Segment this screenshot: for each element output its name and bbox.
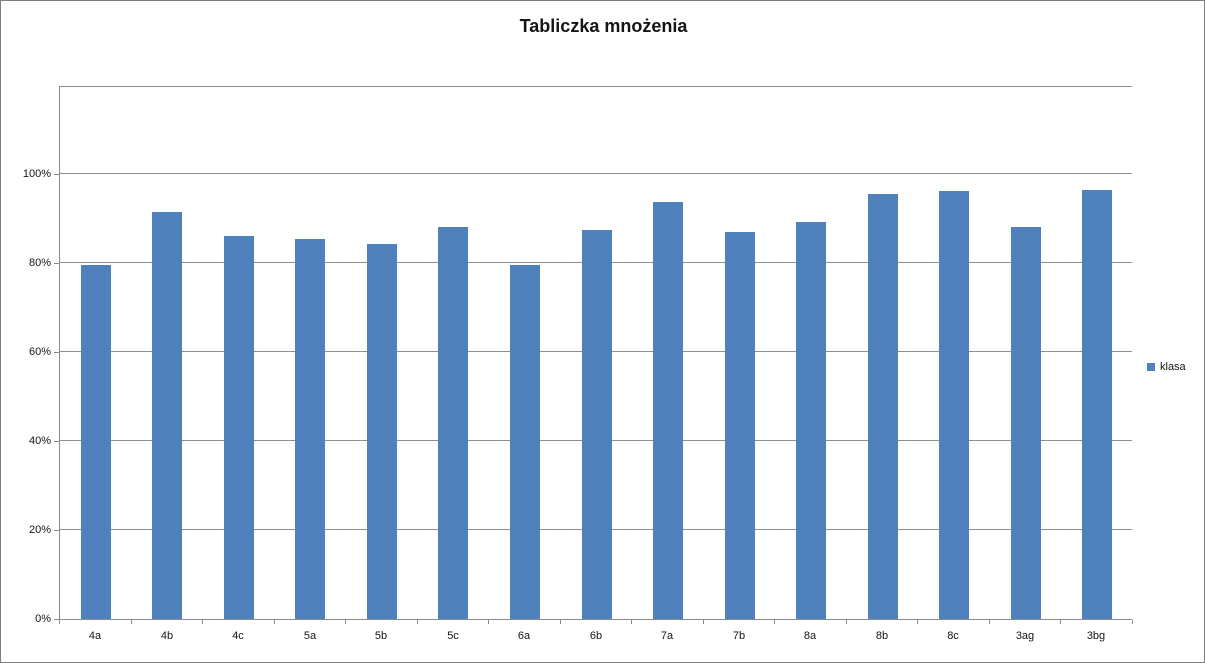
y-axis-tick (54, 441, 59, 442)
y-tick-label: 0% (35, 613, 51, 625)
x-axis-tick (774, 620, 775, 624)
plot-area (59, 86, 1132, 620)
x-tick-label-4c: 4c (232, 630, 244, 642)
legend: klasa (1147, 361, 1186, 373)
x-tick-label-4a: 4a (88, 630, 102, 642)
bar-5a (295, 239, 325, 619)
x-axis-tick (417, 620, 418, 624)
x-axis-tick (989, 620, 990, 624)
x-axis-tick (202, 620, 203, 624)
x-tick-label-6a: 6a (517, 630, 531, 642)
bar-6b (582, 230, 612, 619)
x-tick-label-3ag: 3ag (1015, 630, 1035, 642)
bar-7a (653, 202, 683, 619)
x-tick-label-4b: 4b (160, 630, 174, 642)
bar-8a (796, 222, 826, 619)
bar-4c (224, 236, 254, 619)
x-tick-label-3bg: 3bg (1086, 630, 1106, 642)
bar-4a (81, 265, 111, 619)
y-axis-tick (54, 263, 59, 264)
gridline-100 (60, 173, 1132, 174)
bar-6a (510, 265, 540, 619)
x-tick-label-8b: 8b (875, 630, 889, 642)
x-axis-tick (131, 620, 132, 624)
y-tick-label: 20% (28, 524, 51, 536)
x-tick-label-6b: 6b (589, 630, 603, 642)
x-tick-label-5a: 5a (303, 630, 317, 642)
y-tick-label: 60% (28, 346, 51, 358)
legend-marker-icon (1147, 363, 1155, 371)
chart-title: Tabliczka mnożenia (519, 16, 688, 36)
bar-8b (868, 194, 898, 619)
x-tick-label-7a: 7a (660, 630, 674, 642)
y-tick-label: 40% (28, 435, 51, 447)
x-axis-tick (560, 620, 561, 624)
x-axis-tick (488, 620, 489, 624)
y-tick-label: 80% (28, 257, 51, 269)
y-axis-tick (54, 619, 59, 620)
x-tick-label-5c: 5c (447, 630, 459, 642)
x-tick-label-5b: 5b (374, 630, 388, 642)
legend-label: klasa (1160, 361, 1186, 373)
bar-3ag (1011, 227, 1041, 619)
bar-3bg (1082, 190, 1112, 619)
x-axis-tick (345, 620, 346, 624)
y-axis-tick (54, 352, 59, 353)
x-axis-tick (631, 620, 632, 624)
x-axis-tick (1132, 620, 1133, 624)
x-axis-tick (274, 620, 275, 624)
x-tick-label-7b: 7b (732, 630, 746, 642)
y-axis-tick (54, 530, 59, 531)
x-axis-tick (703, 620, 704, 624)
bar-8c (939, 191, 969, 619)
x-axis-tick (1060, 620, 1061, 624)
bar-4b (152, 212, 182, 619)
x-tick-label-8a: 8a (803, 630, 817, 642)
bar-5c (438, 227, 468, 619)
y-tick-label: 100% (22, 168, 51, 180)
x-tick-label-8c: 8c (947, 630, 959, 642)
bar-5b (367, 244, 397, 619)
x-axis-tick (59, 620, 60, 624)
x-axis-tick (846, 620, 847, 624)
x-axis-tick (917, 620, 918, 624)
y-axis-tick (54, 174, 59, 175)
bar-7b (725, 232, 755, 619)
